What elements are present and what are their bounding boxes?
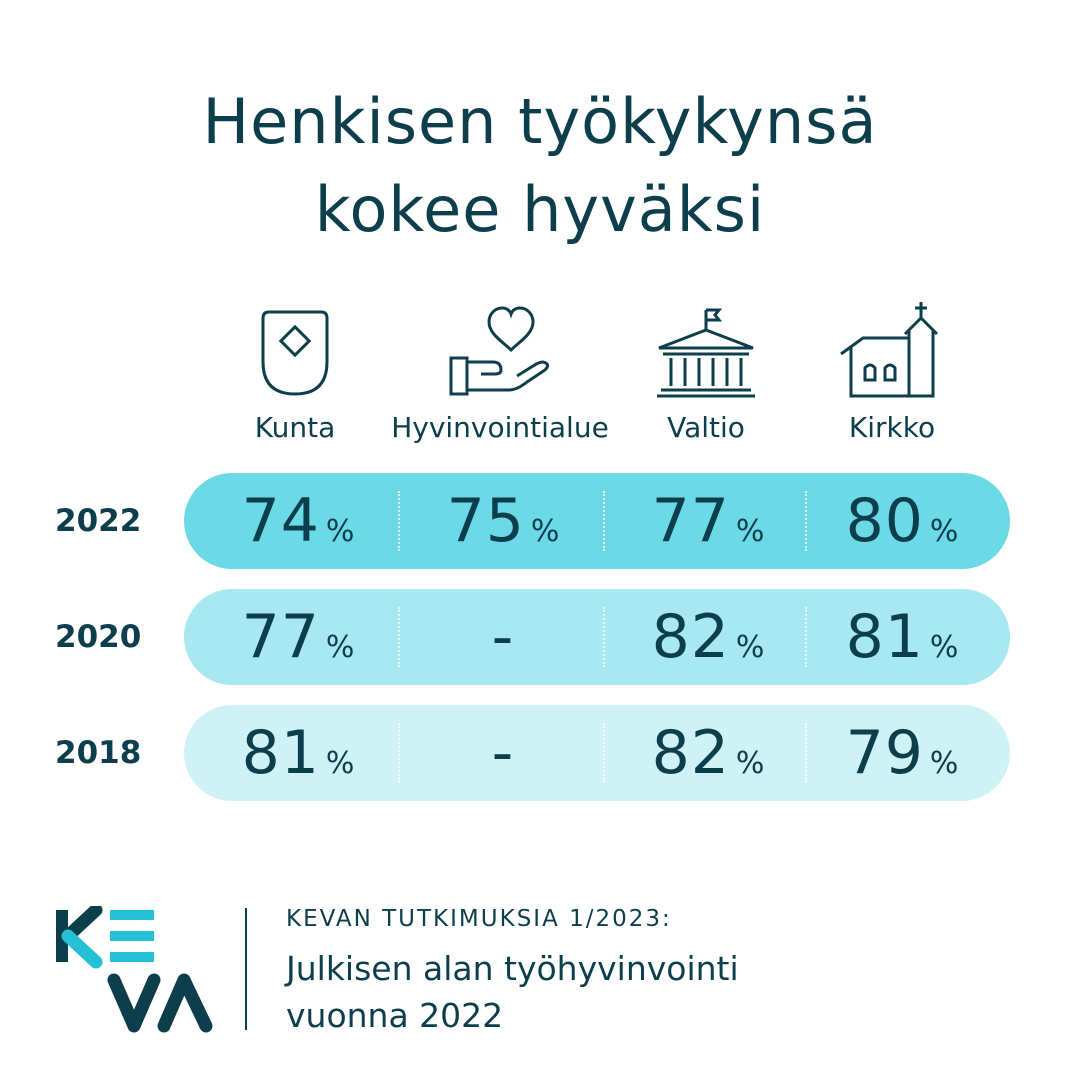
value-unit: % [325, 514, 355, 549]
heart-hand-icon [449, 306, 550, 396]
cell-separator [603, 491, 605, 551]
value-cell: 82% [608, 589, 808, 685]
value-unit: % [325, 630, 355, 665]
title-line-1: Henkisen työkykynsä [202, 85, 878, 158]
value-unit: % [325, 746, 355, 781]
value-number: 77 [651, 486, 730, 556]
value-number: 81 [845, 602, 924, 672]
value-unit: % [735, 746, 765, 781]
value-number: 82 [651, 718, 730, 788]
value-number: 75 [446, 486, 525, 556]
value-cell: 77% [198, 589, 398, 685]
church-icon [840, 302, 939, 398]
cell-separator [805, 607, 807, 667]
row-year-label: 2020 [55, 619, 142, 655]
value-unit: % [929, 630, 959, 665]
cell-separator [603, 607, 605, 667]
title-line-2: kokee hyväksi [314, 173, 766, 246]
column-header-kirkko: Kirkko [772, 300, 1012, 444]
value-cell: 74% [198, 473, 398, 569]
value-number: - [491, 718, 515, 788]
shield-icon [261, 310, 329, 396]
column-header-kunta: Kunta [175, 300, 415, 444]
column-label: Kunta [254, 411, 336, 444]
value-unit: % [735, 630, 765, 665]
row-year-label: 2022 [55, 503, 142, 539]
data-row: 77% -82% 81% [184, 589, 1010, 685]
value-unit: % [735, 514, 765, 549]
cell-separator [805, 491, 807, 551]
column-header-hyvinvointialue: Hyvinvointialue [380, 300, 620, 444]
value-cell: 80% [802, 473, 1002, 569]
keva-logo [56, 906, 213, 1033]
value-unit: % [929, 746, 959, 781]
column-header-valtio: Valtio [586, 300, 826, 444]
value-cell: 81% [802, 589, 1002, 685]
value-number: - [491, 602, 515, 672]
footer-line-1: Julkisen alan työhyvinvointi [286, 949, 739, 988]
column-label: Hyvinvointialue [391, 411, 609, 444]
page-title: Henkisen työkykynsä kokee hyväksi [0, 78, 1080, 254]
government-building-icon [657, 308, 755, 398]
value-number: 81 [241, 718, 320, 788]
cell-separator [603, 723, 605, 783]
cell-separator [398, 491, 400, 551]
cell-separator [398, 723, 400, 783]
value-cell: 82% [608, 705, 808, 801]
data-row: 74% 75% 77% 80% [184, 473, 1010, 569]
value-cell: - [403, 589, 603, 685]
value-number: 82 [651, 602, 730, 672]
value-number: 80 [845, 486, 924, 556]
footer-divider [245, 908, 247, 1030]
cell-separator [398, 607, 400, 667]
value-unit: % [929, 514, 959, 549]
footer-line-2: vuonna 2022 [286, 996, 504, 1035]
data-row: 81% -82% 79% [184, 705, 1010, 801]
value-cell: 81% [198, 705, 398, 801]
column-label: Kirkko [848, 411, 936, 444]
value-cell: 77% [608, 473, 808, 569]
value-cell: - [403, 705, 603, 801]
value-number: 77 [241, 602, 320, 672]
row-year-label: 2018 [55, 735, 142, 771]
column-label: Valtio [667, 411, 745, 444]
value-cell: 79% [802, 705, 1002, 801]
footer-kicker: KEVAN TUTKIMUKSIA 1/2023: [286, 906, 672, 932]
value-number: 79 [845, 718, 924, 788]
value-unit: % [530, 514, 560, 549]
value-cell: 75% [403, 473, 603, 569]
cell-separator [805, 723, 807, 783]
value-number: 74 [241, 486, 320, 556]
